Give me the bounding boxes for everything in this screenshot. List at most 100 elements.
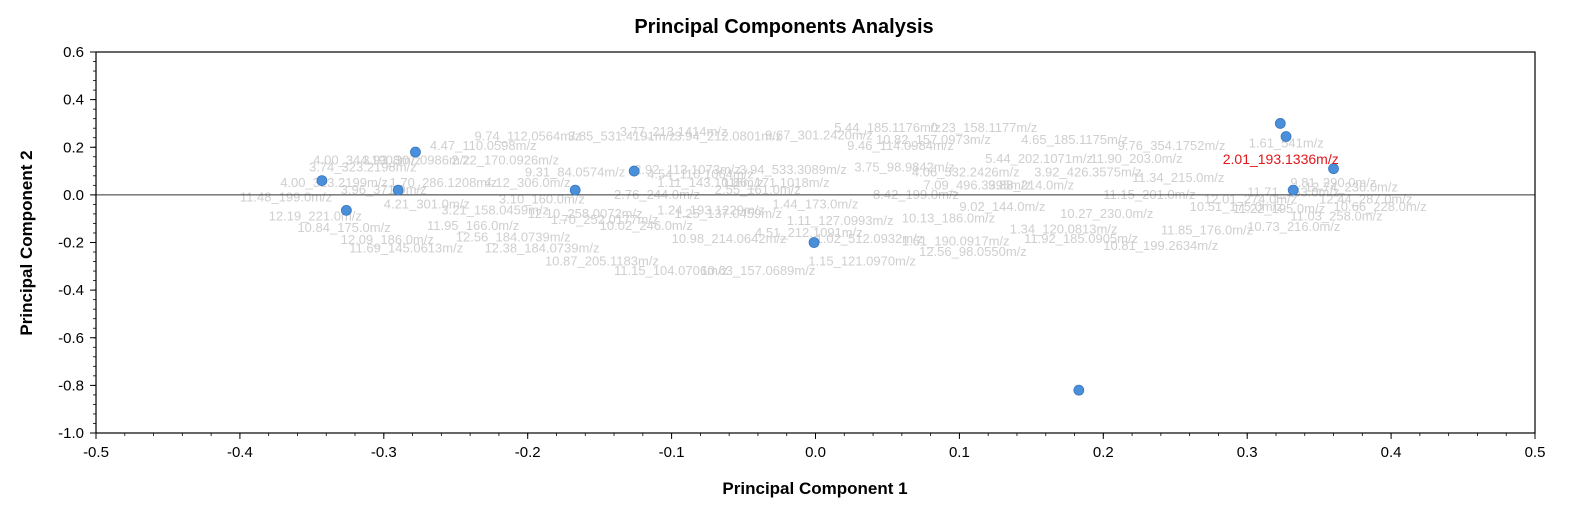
chart-title: Principal Components Analysis (634, 16, 933, 38)
variable-label: 11.85_176.0m/z (1161, 223, 1253, 238)
y-axis-label: Principal Component 2 (17, 150, 36, 335)
variable-label: 10.73_216.0m/z (1247, 219, 1340, 234)
data-point[interactable] (628, 165, 640, 177)
x-tick-label: -0.3 (371, 444, 397, 461)
variable-label: 0.23_158.1177m/z (931, 120, 1038, 135)
variable-label: 1.70_286.1208m/z (390, 175, 498, 190)
data-point[interactable] (1280, 131, 1292, 142)
variable-label: 10.98_214.0642m/z (672, 231, 787, 246)
x-tick-label: -0.4 (227, 444, 253, 461)
variable-label: 2.22_170.0926m/z (451, 152, 559, 167)
variable-label: 1.86_171.1018m/z (722, 175, 830, 190)
x-tick-label: 0.2 (1093, 444, 1114, 461)
variable-label: 11.48_199.0m/z (240, 189, 332, 204)
variable-label: 5.44_185.1176m/z (834, 120, 941, 135)
variable-label: 3.94_212.0801m/z (674, 129, 782, 144)
variable-label: 12.74_236.0m/z (1305, 180, 1398, 195)
variable-label: 11.95_166.0m/z (427, 218, 519, 233)
y-tick-label: 0.0 (63, 187, 84, 204)
x-tick-label: -0.2 (515, 444, 541, 461)
variable-label: 4.00_323.2199m/z (280, 175, 388, 190)
variable-label: 9.31_84.0574m/z (525, 164, 625, 179)
y-tick-label: -0.2 (58, 235, 84, 252)
variable-label: 2.55_161.0m/z (715, 182, 801, 197)
variable-label: 10.84_175.0m/z (297, 220, 390, 235)
variable-label: 5.44_202.1071m/z (985, 151, 1093, 166)
variable-label: 1.11_127.0993m/z (787, 213, 894, 228)
variable-label: 10.87_205.1183m/z (545, 254, 659, 269)
data-point[interactable] (1073, 384, 1085, 396)
variable-label: 12.09_186.0m/z (341, 232, 434, 247)
x-tick-label: 0.5 (1525, 444, 1546, 461)
variable-label: 11.90_203.0m/z (1090, 151, 1182, 166)
variable-label: 12.56_98.0550m/z (919, 244, 1027, 259)
variable-label: 11.69_145.0613m/z (349, 240, 463, 255)
data-point[interactable] (410, 146, 421, 158)
variable-label: 10.66_228.0m/z (1334, 199, 1427, 214)
variable-label: 7.09_496.3395m/z (923, 177, 1031, 192)
variable-label: 10.51_175.0m/z (1190, 199, 1283, 214)
highlight-label: 2.01_193.1336m/z (1223, 151, 1339, 167)
data-points-layer (316, 118, 1339, 396)
x-axis-label: Principal Component 1 (722, 479, 907, 498)
data-point[interactable] (808, 237, 820, 248)
variable-label: 10.27_230.0m/z (1060, 206, 1153, 221)
variable-label: 1.11_143.1018m/z (657, 175, 764, 190)
x-tick-label: 0.1 (949, 444, 970, 461)
variable-label: 9.81_290.0m/z (1290, 175, 1376, 190)
variable-label: 1.24_193.1229m/z (657, 202, 765, 217)
variable-label: 3.10_160.0m/z (499, 192, 585, 207)
data-point[interactable] (1328, 163, 1339, 175)
data-point[interactable] (1274, 118, 1286, 129)
variable-labels-layer: 5.44_185.1176m/z0.23_158.1177m/z 3.77_213… (240, 120, 1427, 278)
variable-label: 1.34_120.0813m/z (1010, 221, 1118, 236)
variable-label: 9.02_144.0m/z (959, 199, 1045, 214)
variable-label: 12.10_258.0072m/z (528, 206, 643, 221)
data-point[interactable] (569, 184, 581, 196)
variable-label: 12.19_221.0m/z (269, 208, 362, 223)
variable-label: 3.85_531.4191m/z (568, 129, 676, 144)
variable-label: 3.96_371.0m/z (341, 182, 427, 197)
y-tick-label: 0.2 (63, 139, 84, 156)
y-tick-label: 0.6 (63, 44, 84, 61)
variable-label: 1.25_137.0459m/z (674, 206, 782, 221)
y-tick-label: -0.4 (58, 282, 84, 299)
y-tick-label: 0.4 (63, 92, 84, 109)
variable-label: 3.75_98.9842m/z (854, 159, 954, 174)
y-axis: 0.6 0.4 0.2 0.0 -0.2 -0.4 -0.6 -0.8 -1.0 (58, 44, 96, 442)
x-tick-label: 0.4 (1381, 444, 1402, 461)
variable-label: 11.22_195.0m/z (1233, 201, 1325, 216)
data-point[interactable] (316, 175, 328, 186)
variable-label: 4.51_212.1091m/z (755, 225, 863, 240)
variable-label: 3.92_426.3575m/z (1034, 164, 1142, 179)
variable-label: 4.47_110.0598m/z (430, 138, 537, 153)
variable-label: 3.94_533.3089m/z (739, 162, 847, 177)
variable-label: 4.06_532.2426m/z (912, 164, 1020, 179)
data-point[interactable] (392, 184, 404, 196)
variable-label: 9.46_114.0984m/z (847, 138, 954, 153)
data-point[interactable] (1287, 184, 1299, 196)
x-axis: -0.5 -0.4 -0.3 -0.2 -0.1 0.0 0.1 0.2 0.3 0.4 0.5 (83, 433, 1545, 461)
data-point[interactable] (340, 204, 352, 216)
y-tick-label: -1.0 (58, 425, 84, 442)
variable-label: 1.15_121.0970m/z (808, 254, 916, 269)
variable-label: 1.44_173.0m/z (772, 196, 858, 211)
variable-label: 12.44_287.0m/z (1319, 192, 1412, 207)
variable-label: 2.92_113.1073m/z (634, 162, 741, 177)
y-tick-label: -0.6 (58, 330, 84, 347)
variable-label: 11.34_215.0m/z (1132, 170, 1224, 185)
variable-label: 1.02_512.0932m/z (816, 231, 924, 246)
x-tick-label: -0.1 (659, 444, 685, 461)
x-tick-label: 0.3 (1237, 444, 1258, 461)
variable-label: 11.03_258.0m/z (1290, 208, 1382, 223)
variable-label: 10.63_157.0689m/z (700, 263, 815, 278)
variable-label: 3.74_323.2198m/z (309, 159, 417, 174)
variable-label: 12.38_184.0739m/z (485, 240, 600, 255)
variable-label: 9.67_301.2420m/z (765, 127, 873, 142)
variable-label: 4.21_301.0m/z (384, 196, 470, 211)
variable-label: 1.61_190.0917m/z (902, 233, 1010, 248)
variable-label: 12.56_184.0739m/z (456, 230, 571, 245)
variable-label: 3.21_158.0459m/z (441, 202, 549, 217)
variable-label: 4.54_110.1064m/z (647, 167, 754, 182)
